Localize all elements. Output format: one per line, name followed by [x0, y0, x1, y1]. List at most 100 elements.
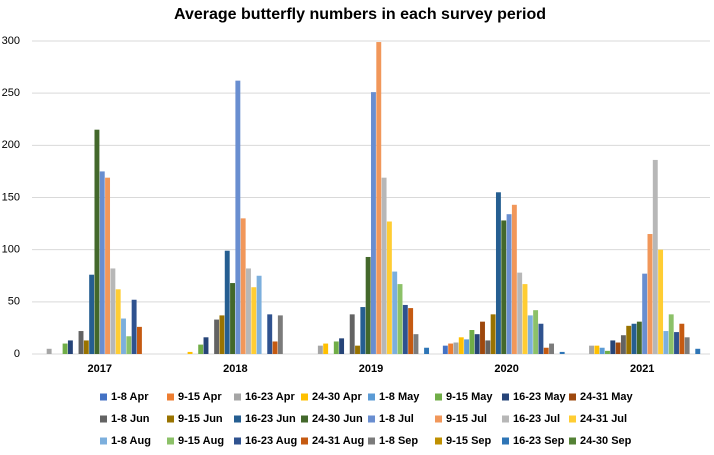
legend-label: 16-23 Jul — [513, 413, 560, 425]
bar — [442, 345, 448, 354]
legend-label: 9-15 Jun — [178, 413, 223, 425]
bar — [647, 234, 653, 354]
bar — [658, 249, 664, 354]
bar — [464, 339, 470, 354]
legend-swatch — [100, 393, 107, 401]
bar — [94, 129, 100, 354]
legend-label: 16-23 May — [513, 391, 566, 403]
bar — [485, 340, 491, 354]
legend-label: 9-15 Jul — [446, 413, 487, 425]
x-tick-label: 2017 — [88, 363, 112, 375]
bar — [538, 323, 544, 354]
bar — [527, 315, 533, 354]
bar — [198, 344, 204, 354]
legend-label: 9-15 Aug — [178, 435, 224, 447]
bar — [594, 345, 600, 354]
bar — [599, 347, 605, 354]
bar — [453, 342, 459, 354]
bar — [668, 314, 674, 354]
x-tick-label: 2018 — [223, 363, 247, 375]
x-tick-label: 2019 — [359, 363, 383, 375]
bar — [381, 177, 387, 354]
bar — [67, 340, 73, 354]
legend-label: 16-23 Jun — [245, 413, 296, 425]
bar — [642, 273, 648, 354]
bar — [397, 284, 403, 354]
bar — [115, 289, 121, 354]
legend-swatch — [435, 393, 442, 401]
x-tick-label: 2020 — [494, 363, 518, 375]
bar — [469, 330, 475, 354]
legend-swatch — [569, 415, 576, 423]
bar — [224, 250, 230, 354]
legend-label: 9-15 May — [446, 391, 493, 403]
bar — [480, 321, 485, 354]
legend-swatch — [100, 415, 107, 423]
bar — [219, 315, 225, 354]
legend-label: 1-8 Jul — [379, 413, 414, 425]
bar — [214, 319, 220, 354]
bar — [121, 318, 126, 354]
bar — [78, 331, 84, 354]
bar — [610, 340, 616, 354]
legend-swatch — [569, 393, 576, 401]
bar — [386, 221, 392, 354]
legend-swatch — [167, 393, 174, 401]
bar — [402, 304, 408, 354]
bar — [636, 321, 642, 354]
bar — [46, 348, 52, 354]
bar — [365, 256, 371, 354]
bar — [277, 315, 283, 354]
bar — [522, 284, 528, 354]
legend-swatch — [368, 393, 375, 401]
legend-label: 1-8 Aug — [111, 435, 151, 447]
bar — [110, 268, 116, 354]
legend-swatch — [368, 437, 375, 445]
bar — [89, 274, 95, 354]
bar — [511, 204, 517, 354]
bar — [187, 351, 193, 354]
bar — [626, 325, 632, 354]
y-tick-label: 250 — [2, 87, 20, 99]
legend-label: 24-30 Apr — [312, 391, 362, 403]
bar — [615, 342, 621, 354]
bar — [559, 351, 565, 354]
legend-swatch — [435, 415, 442, 423]
bar — [105, 177, 111, 354]
bar — [652, 159, 658, 354]
bar — [605, 350, 610, 354]
bar — [663, 331, 669, 354]
legend-swatch — [502, 415, 509, 423]
legend-label: 24-30 Jun — [312, 413, 363, 425]
bar — [517, 272, 523, 354]
legend-label: 24-31 Aug — [312, 435, 364, 447]
bar — [631, 323, 637, 354]
bar — [408, 308, 414, 354]
bar — [99, 171, 105, 354]
bar — [62, 343, 68, 354]
bar — [543, 347, 549, 354]
y-tick-label: 100 — [2, 244, 20, 256]
bar — [495, 192, 501, 354]
legend-label: 9-15 Apr — [178, 391, 222, 403]
legend-label: 1-8 Sep — [379, 435, 418, 447]
bar — [349, 314, 355, 354]
bar — [448, 343, 454, 354]
legend-label: 16-23 Sep — [513, 435, 565, 447]
legend-swatch — [301, 415, 308, 423]
bar — [230, 283, 235, 354]
bar — [371, 92, 376, 354]
bar — [589, 345, 595, 354]
bar — [360, 307, 366, 354]
legend-swatch — [502, 437, 509, 445]
x-tick-label: 2021 — [630, 363, 654, 375]
bar — [317, 345, 323, 354]
legend-label: 9-15 Sep — [446, 435, 492, 447]
bar — [506, 214, 512, 354]
legend-swatch — [167, 437, 174, 445]
bar — [549, 343, 554, 354]
legend-swatch — [234, 437, 241, 445]
bar — [533, 310, 539, 354]
bar — [501, 220, 507, 354]
y-tick-label: 200 — [2, 139, 20, 151]
